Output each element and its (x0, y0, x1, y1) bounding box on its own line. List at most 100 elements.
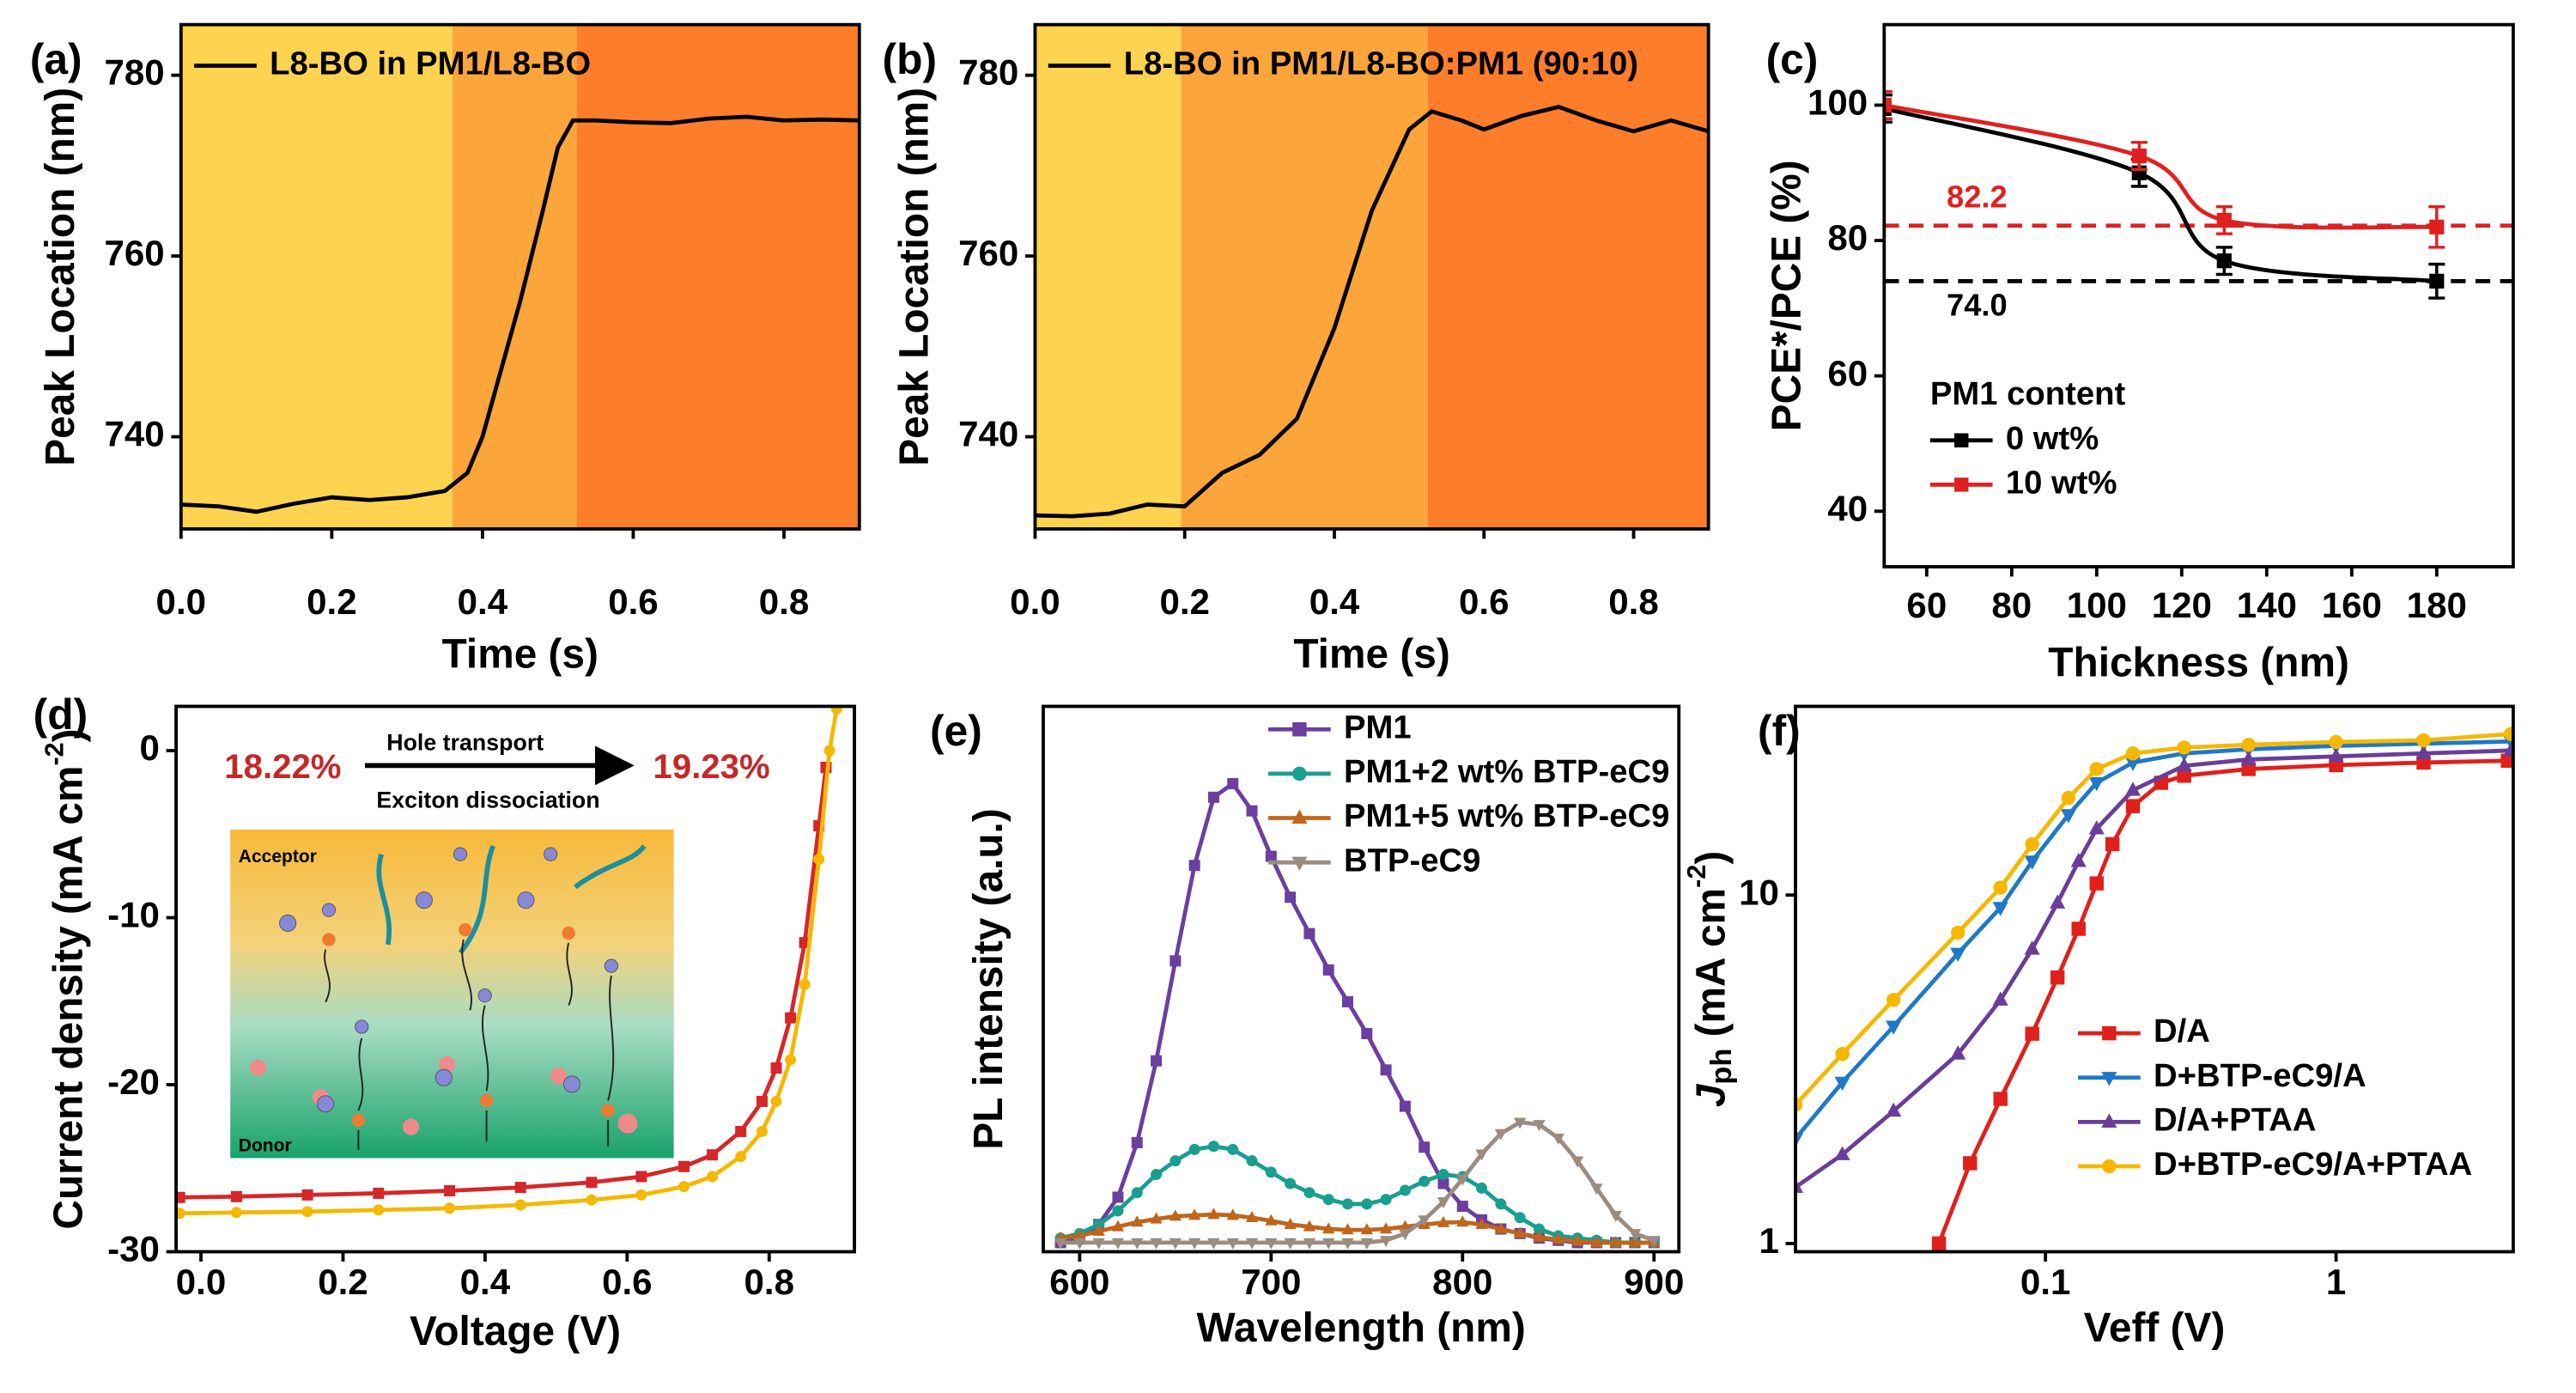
marker (1380, 1064, 1392, 1076)
marker (1291, 856, 1308, 872)
plot-area (180, 24, 860, 529)
marker (1322, 964, 1334, 976)
marker (230, 1207, 242, 1219)
marker (2024, 940, 2040, 955)
x-axis-label: Veff (V) (2084, 1305, 2226, 1351)
hole (562, 926, 575, 940)
marker (1112, 1191, 1124, 1203)
legend-label: D/A (2154, 1013, 2210, 1049)
carrier (563, 1075, 581, 1093)
panel-label: (e) (930, 707, 982, 755)
marker (1092, 1238, 1105, 1250)
y-tick-label: 10 (1739, 872, 1779, 912)
x-tick-label: 0.2 (1159, 581, 1210, 622)
marker (1246, 1155, 1258, 1167)
y-axis-label-part: Peak Location (nm) (38, 88, 83, 466)
carrier (317, 1095, 335, 1113)
y-axis-label-part: -2 (1682, 865, 1711, 888)
marker (1341, 1223, 1354, 1235)
dot (439, 1055, 456, 1074)
marker (1494, 1222, 1508, 1234)
region (576, 24, 860, 529)
annotation: 18.22% (224, 747, 341, 786)
marker (1284, 1238, 1297, 1250)
marker (1285, 891, 1297, 903)
marker (735, 1125, 747, 1137)
marker (1245, 1238, 1259, 1250)
marker (1590, 1183, 1603, 1195)
x-tick-label: 0.8 (759, 581, 810, 622)
marker (1552, 1134, 1564, 1146)
marker (1495, 1198, 1507, 1210)
marker (1341, 1238, 1354, 1250)
marker (635, 1189, 647, 1201)
x-tick-label: 0.2 (318, 1262, 368, 1302)
marker (823, 745, 835, 757)
marker (735, 1151, 747, 1163)
y-axis-label: Current density (mA cm-2) (40, 728, 92, 1229)
region (180, 24, 453, 529)
marker (2088, 776, 2105, 792)
y-tick-label: 740 (958, 414, 1018, 454)
marker (1342, 1198, 1354, 1210)
marker (2429, 219, 2445, 234)
x-tick-label: 0.4 (460, 1262, 511, 1302)
marker (1456, 1215, 1469, 1227)
marker (373, 1187, 385, 1199)
x-tick-label: 600 (1049, 1262, 1109, 1302)
dot (250, 1059, 267, 1076)
y-axis-label: Peak Location (nm) (38, 88, 83, 466)
marker (1227, 1143, 1239, 1155)
annotation: Hole transport (386, 730, 544, 756)
y-tick-label: 80 (1827, 217, 1868, 258)
marker (2241, 737, 2256, 752)
marker (2101, 1113, 2117, 1128)
marker (785, 1054, 797, 1066)
marker (1379, 1222, 1393, 1234)
marker (1963, 1156, 1978, 1171)
marker (678, 1181, 690, 1193)
marker (1886, 1102, 1902, 1117)
marker (2216, 253, 2232, 269)
carriers (279, 847, 619, 1113)
legend-label: L8-BO in PM1/L8-BO (270, 46, 591, 82)
series-line (1060, 1212, 1655, 1245)
legend-label: PM1 (1344, 709, 1412, 745)
marker (1419, 1141, 1431, 1153)
marker (1399, 1100, 1411, 1112)
marker (2429, 273, 2445, 289)
marker (1795, 1098, 1803, 1112)
marker (1170, 955, 1182, 967)
marker (1886, 993, 1901, 1007)
marker (1590, 1236, 1603, 1248)
x-axis-label: Thickness (nm) (2048, 640, 2349, 685)
x-tick-label: 1 (2326, 1262, 2346, 1302)
panel-label: (c) (1766, 35, 1819, 83)
marker (2088, 820, 2105, 835)
path (607, 975, 615, 1101)
inset-label: Acceptor (239, 847, 317, 867)
marker (1552, 1232, 1564, 1244)
marker (2060, 809, 2076, 824)
marker (2124, 757, 2142, 771)
annotation: Exciton dissociation (376, 787, 599, 812)
marker (2241, 762, 2256, 776)
error-bar (1884, 89, 1893, 120)
marker (1207, 791, 1219, 803)
marker (1246, 805, 1258, 817)
x-tick-label: 0.4 (458, 581, 508, 622)
y-tick-label: -10 (107, 895, 160, 935)
x-tick-label: 60 (1906, 585, 1947, 625)
marker (2216, 212, 2232, 228)
hole (351, 1113, 366, 1128)
y-tick-label: -30 (107, 1229, 160, 1269)
carrier (355, 1019, 369, 1034)
annotation: 19.23% (653, 747, 770, 786)
paths (324, 939, 615, 1150)
x-tick-label: 140 (2237, 585, 2297, 625)
x-tick-label: 0.6 (602, 1262, 653, 1302)
marker (2105, 836, 2120, 852)
path (357, 1037, 364, 1111)
